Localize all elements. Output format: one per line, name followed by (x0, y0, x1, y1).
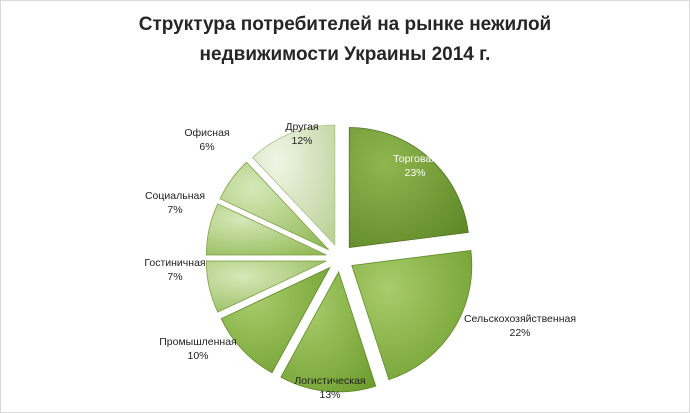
slice-category-label: Другая (285, 121, 318, 133)
pie-slice-6 (205, 203, 327, 256)
slice-category-label: Социальная (145, 190, 205, 202)
pie-slice-4 (220, 266, 331, 374)
slice-percent-label: 7% (167, 204, 182, 216)
slice-category-label: Промышленная (159, 336, 237, 348)
slice-category-label: Торговая (393, 153, 437, 165)
chart-title-line-1: Структура потребителей на рынке нежилой (138, 14, 552, 35)
slice-percent-label: 10% (187, 350, 208, 362)
slice-category-label: Гостиничная (144, 257, 205, 269)
pie-slice-2 (351, 250, 473, 381)
pie-slice-1 (348, 127, 469, 248)
slice-percent-label: 12% (291, 135, 312, 147)
slice-percent-label: 22% (509, 327, 530, 339)
slice-percent-label: 6% (199, 141, 214, 153)
slice-percent-label: 23% (404, 167, 425, 179)
chart-title: Структура потребителей на рынке нежилой … (0, 10, 690, 70)
slice-category-label: Сельскохозяйственная (464, 313, 576, 325)
pie-slice-5 (205, 260, 327, 313)
pie-slice-7 (219, 161, 329, 251)
slice-category-label: Логистическая (294, 375, 365, 387)
pie-slice-8 (252, 124, 336, 246)
slice-percent-label: 13% (319, 389, 340, 401)
slice-category-label: Офисная (184, 127, 229, 139)
pie-slice-3 (280, 270, 377, 393)
chart-title-line-2: недвижимости Украины 2014 г. (199, 44, 491, 65)
slice-percent-label: 7% (167, 271, 182, 283)
